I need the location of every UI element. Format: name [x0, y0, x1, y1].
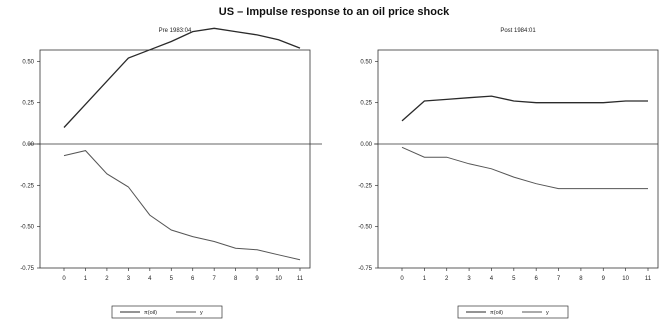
legend-box [111, 305, 223, 319]
x-tick-label: 9 [602, 276, 606, 282]
y-tick-label: 0.50 [22, 59, 34, 65]
x-tick-label: 9 [255, 276, 259, 282]
y-tick-label: 0.00 [360, 142, 372, 148]
series-line-oil [63, 27, 301, 128]
panel-2: Post 1984:01 0.50 0.25 0.00 -0.25 -0.50 -0.75 0… [358, 28, 659, 319]
series-line-y [63, 150, 301, 261]
panel-1: Pre 1983:04 0.50 0.25 0.00 -0.25 -0.50 -0.75 0 1… [20, 27, 322, 319]
y-tick-label: -0.25 [358, 183, 372, 189]
x-tick-label: 1 [423, 276, 427, 282]
panel-subtitle: Pre 1983:04 [159, 28, 192, 34]
y-tick-label: 0.00 [22, 142, 34, 148]
y-tick-label: -0.75 [20, 266, 34, 272]
x-tick-label: 3 [127, 276, 131, 282]
legend-label: π(oil) [490, 310, 503, 316]
y-tick-label: -0.50 [20, 225, 34, 231]
legend-label: y [200, 310, 203, 316]
x-tick-label: 6 [535, 276, 539, 282]
x-tick-label: 7 [557, 276, 561, 282]
x-tick-label: 8 [579, 276, 583, 282]
x-tick-label: 8 [234, 276, 238, 282]
y-tick-label: -0.50 [358, 225, 372, 231]
panel-subtitle: Post 1984:01 [500, 28, 536, 34]
figure-title: US – Impulse response to an oil price sh… [218, 6, 450, 18]
y-tick-label: -0.75 [358, 266, 372, 272]
legend-box [457, 305, 569, 319]
x-tick-label: 0 [62, 276, 66, 282]
x-tick-label: 3 [467, 276, 471, 282]
x-tick-label: 11 [297, 276, 304, 282]
x-tick-label: 4 [490, 276, 494, 282]
x-tick-label: 0 [400, 276, 404, 282]
x-tick-label: 2 [445, 276, 449, 282]
legend-label: π(oil) [144, 310, 157, 316]
y-tick-label: 0.25 [360, 101, 372, 107]
x-tick-label: 5 [170, 276, 174, 282]
x-tick-label: 2 [105, 276, 109, 282]
y-tick-label: -0.25 [20, 183, 34, 189]
y-tick-label: 0.50 [360, 59, 372, 65]
series-line-y [401, 146, 648, 190]
y-tick-label: 0.25 [22, 101, 34, 107]
plot-frame [39, 49, 311, 269]
legend-label: y [546, 310, 549, 316]
x-tick-label: 4 [148, 276, 152, 282]
x-tick-label: 1 [84, 276, 88, 282]
x-tick-label: 11 [645, 276, 652, 282]
plot-frame [377, 49, 659, 269]
x-tick-label: 5 [512, 276, 516, 282]
x-tick-label: 7 [213, 276, 217, 282]
series-line-oil [401, 95, 648, 122]
x-tick-label: 6 [191, 276, 195, 282]
x-tick-label: 10 [275, 276, 282, 282]
x-tick-label: 10 [622, 276, 629, 282]
